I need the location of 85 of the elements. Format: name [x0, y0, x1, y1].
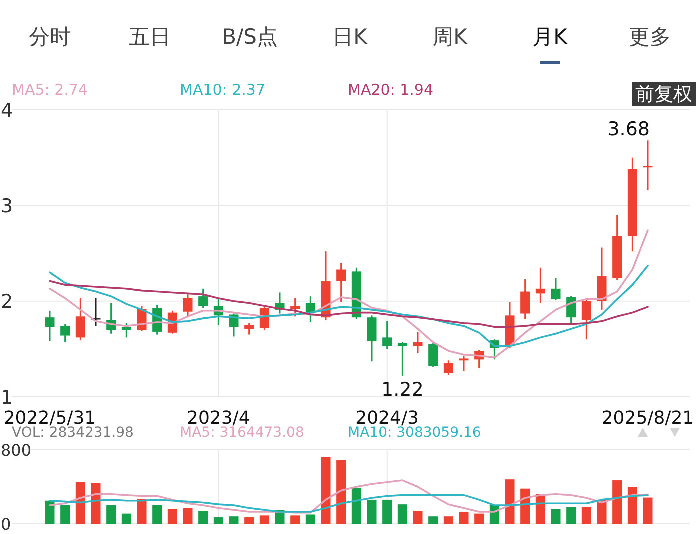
bar	[398, 504, 408, 524]
bar	[459, 512, 469, 524]
line-series	[49, 480, 649, 514]
candlestick	[183, 294, 193, 318]
y-tick-label: 3	[1, 196, 14, 218]
candlestick	[566, 296, 576, 326]
bar	[60, 506, 70, 524]
bar	[91, 483, 101, 524]
bar	[505, 480, 515, 524]
bar	[444, 516, 454, 524]
bar	[628, 487, 638, 524]
bar	[582, 507, 592, 524]
bar	[244, 518, 254, 524]
candlestick	[290, 298, 300, 318]
bar	[336, 460, 346, 524]
annotation: 3.68	[608, 118, 650, 141]
bar	[229, 516, 239, 524]
candlestick	[413, 331, 423, 354]
line-series	[49, 494, 649, 513]
bar	[45, 500, 55, 524]
text: 前复权	[636, 84, 692, 106]
annotation: 1.22	[382, 378, 424, 401]
candlestick	[91, 298, 101, 327]
candlestick	[551, 278, 561, 302]
bar	[183, 508, 193, 524]
bar	[413, 511, 423, 524]
text: 更多	[629, 25, 671, 49]
bar	[428, 516, 438, 524]
text: 日K	[332, 25, 369, 49]
candlestick	[520, 278, 530, 320]
x-tick-label: 2025/8/21	[602, 408, 694, 429]
bar	[137, 499, 147, 524]
bar	[152, 506, 162, 524]
bar	[367, 500, 377, 524]
text: 月K	[532, 25, 569, 49]
bar	[321, 457, 331, 524]
y-tick-label: 4	[1, 100, 14, 122]
y-tick-label: 1	[1, 386, 14, 409]
candlestick	[582, 298, 592, 340]
bar	[76, 482, 86, 524]
candlestick	[244, 322, 254, 336]
text: MA20: 1.94	[348, 81, 434, 99]
candlestick	[122, 322, 132, 338]
bar	[352, 488, 362, 524]
candlestick	[76, 298, 86, 342]
bar	[382, 500, 392, 524]
candlestick	[444, 360, 454, 376]
candlestick	[336, 262, 346, 304]
bar	[290, 516, 300, 524]
bar	[551, 509, 561, 524]
text: MA5: 3164473.08	[180, 425, 304, 441]
line-series	[49, 230, 649, 359]
y-tick-label: 2	[1, 291, 14, 314]
bar	[214, 518, 224, 524]
candlestick	[198, 288, 208, 309]
candlestick	[45, 310, 55, 342]
text: MA5: 2.74	[12, 81, 88, 99]
text: 周K	[432, 25, 469, 49]
bar	[122, 514, 132, 524]
bar	[643, 498, 653, 524]
y-tick-label: 0	[1, 514, 12, 534]
bar	[168, 509, 178, 524]
candlestick	[398, 342, 408, 377]
bar	[198, 511, 208, 524]
line-series	[49, 280, 649, 328]
bar	[306, 514, 316, 524]
candlestick	[367, 314, 377, 362]
text: MA10: 3083059.16	[348, 425, 482, 441]
bar	[106, 506, 116, 524]
candlestick	[428, 342, 438, 368]
bar	[566, 507, 576, 524]
text: VOL: 2834231.98	[12, 425, 134, 441]
y-tick-label: 800	[1, 440, 32, 460]
text: 分时	[29, 25, 71, 49]
candlestick	[459, 355, 469, 372]
text: B/S点	[222, 25, 278, 49]
bar	[474, 514, 484, 524]
text: MA10: 2.37	[180, 81, 266, 99]
bar	[260, 516, 270, 524]
candlestick	[60, 324, 70, 344]
candlestick	[382, 320, 392, 350]
line-series	[49, 265, 649, 348]
text: 五日	[129, 25, 171, 49]
bar	[612, 480, 622, 524]
candlestick	[536, 267, 546, 304]
